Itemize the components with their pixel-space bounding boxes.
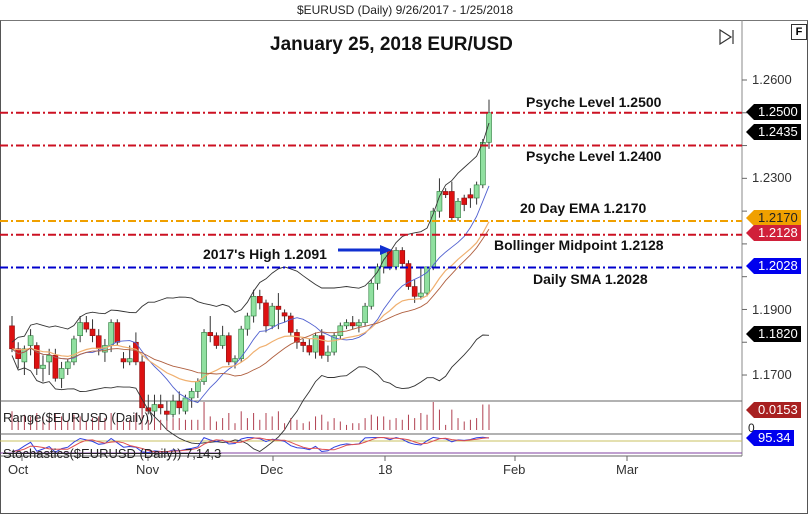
skip-to-end-icon-shape [719, 29, 734, 45]
range-indicator-label: Range($EURUSD (Daily)) [3, 410, 154, 425]
f-button[interactable]: F [791, 24, 807, 40]
skip-to-end-icon[interactable] [718, 29, 736, 45]
x-tick: Mar [616, 462, 639, 477]
chart-title: January 25, 2018 EUR/USD [270, 34, 513, 55]
chart-header: $EURUSD (Daily) 9/26/2017 - 1/25/2018 [296, 3, 514, 17]
price-tag-1-2128: 1.2128 [746, 225, 801, 241]
x-tick: Oct [8, 462, 29, 477]
annotation-2017-high: 2017's High 1.2091 [203, 246, 327, 262]
price-tag-1-2170: 1.2170 [746, 210, 801, 226]
range-value-tag: 0.0153 [746, 402, 801, 418]
price-tag-1-2028: 1.2028 [746, 258, 801, 274]
price-tag-1-2435: 1.2435 [746, 124, 801, 140]
stoch-value-tag: 95.34 [746, 430, 794, 446]
annotation-sma: Daily SMA 1.2028 [533, 271, 648, 287]
annotation-psyche-2500: Psyche Level 1.2500 [526, 94, 662, 110]
annotation-ema: 20 Day EMA 1.2170 [520, 200, 647, 216]
price-tag-1-2500: 1.2500 [746, 104, 801, 120]
range-zero-label: 0 [748, 421, 755, 435]
annotation-psyche-2400: Psyche Level 1.2400 [526, 148, 662, 164]
annotation-bollinger: Bollinger Midpoint 1.2128 [494, 237, 664, 253]
x-tick: 18 [378, 462, 393, 477]
y-tick: 1.1700 [752, 367, 792, 382]
x-tick: Nov [136, 462, 160, 477]
y-tick: 1.2600 [752, 72, 792, 87]
x-tick: Feb [503, 462, 526, 477]
stochastics-indicator-label: Stochastics($EURUSD (Daily)) 7,14,3 [3, 446, 222, 461]
y-tick: 1.1900 [752, 302, 792, 317]
x-tick: Dec [260, 462, 284, 477]
y-tick: 1.2300 [752, 170, 792, 185]
price-tag-1-1820: 1.1820 [746, 326, 801, 342]
